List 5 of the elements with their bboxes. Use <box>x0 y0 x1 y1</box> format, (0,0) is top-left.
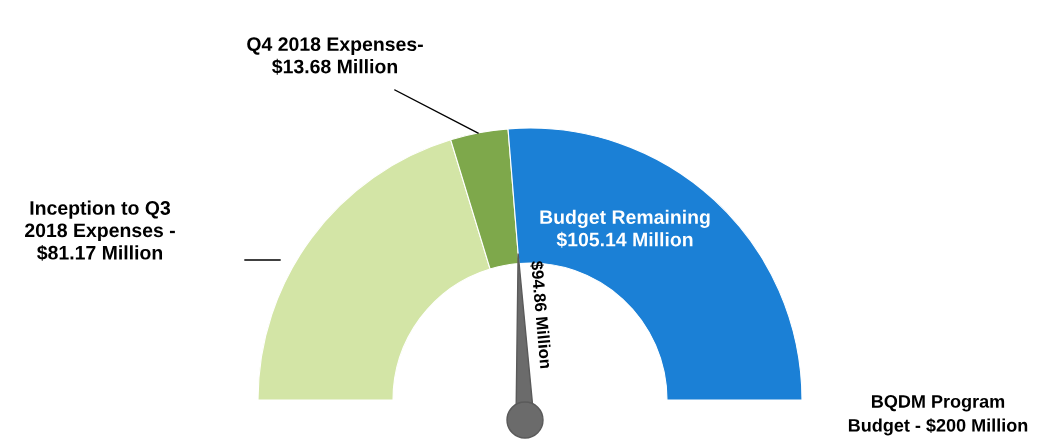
slice-label: Inception to Q3 2018 Expenses - $81.17 Million <box>25 200 175 261</box>
text: $94.86 Million <box>529 260 553 369</box>
slice-label: Q4 2018 Expenses- $13.68 Million <box>247 37 423 75</box>
slice-label: Budget Remaining $105.14 Million <box>540 209 710 248</box>
text: BQDM Program Budget - $200 Million <box>848 395 1028 436</box>
